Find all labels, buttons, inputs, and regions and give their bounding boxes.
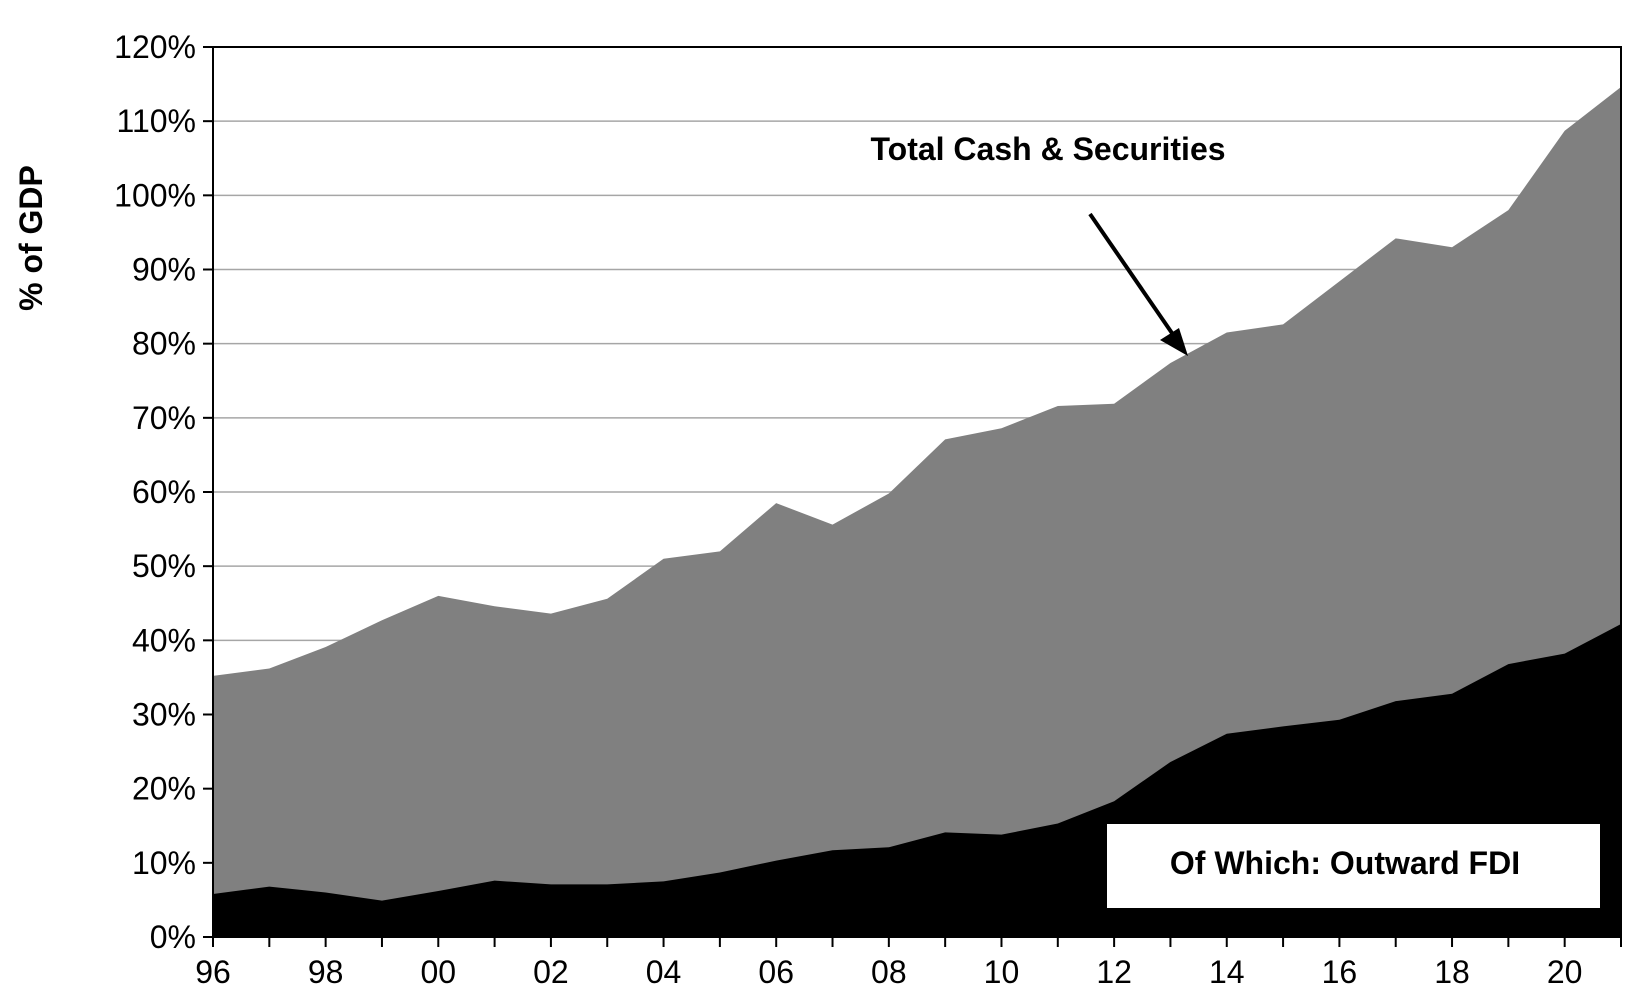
x-tick-label: 08: [871, 954, 907, 990]
y-tick-label: 50%: [132, 548, 196, 584]
x-tick-label: 20: [1547, 954, 1583, 990]
y-tick-label: 70%: [132, 400, 196, 436]
x-tick-label: 98: [308, 954, 344, 990]
y-tick-label: 30%: [132, 697, 196, 733]
y-tick-label: 0%: [150, 919, 196, 955]
annotation-arrow-shaft: [1088, 212, 1176, 338]
series-area-total-cash-securities: [213, 87, 1621, 938]
x-tick-label: 06: [758, 954, 794, 990]
y-tick-label: 10%: [132, 845, 196, 881]
annotation-arrowhead: [1160, 328, 1188, 356]
x-tick-label: 04: [646, 954, 682, 990]
fdi-annotation: Of Which: Outward FDI: [1107, 824, 1600, 908]
x-tick-label: 00: [420, 954, 456, 990]
x-tick-label: 02: [533, 954, 569, 990]
total-cash-securities-label: Total Cash & Securities: [870, 131, 1225, 167]
x-tick-label: 96: [195, 954, 231, 990]
y-tick-label: 20%: [132, 771, 196, 807]
y-tick-label: 120%: [114, 29, 196, 65]
y-tick-label: 100%: [114, 177, 196, 213]
total-annotation: Total Cash & Securities: [870, 131, 1226, 356]
y-tick-label: 40%: [132, 622, 196, 658]
axes: [203, 46, 1622, 947]
y-tick-label: 90%: [132, 252, 196, 288]
y-tick-label: 80%: [132, 326, 196, 362]
y-tick-labels: 0% 10% 20% 30% 40% 50% 60% 70% 80% 90% 100% 110% 120…: [114, 29, 196, 955]
x-tick-label: 16: [1322, 954, 1358, 990]
x-tick-label: 10: [984, 954, 1020, 990]
x-tick-label: 14: [1209, 954, 1245, 990]
series-areas: [213, 87, 1621, 938]
y-tick-label: 110%: [117, 103, 196, 139]
y-axis-title: % of GDP: [13, 165, 49, 311]
y-tick-label: 60%: [132, 474, 196, 510]
outward-fdi-label: Of Which: Outward FDI: [1170, 845, 1520, 881]
x-tick-label: 18: [1434, 954, 1470, 990]
x-tick-label: 12: [1096, 954, 1132, 990]
x-tick-labels: 96 98 00 02 04 06 08 10 12 14 16 18 20: [195, 954, 1582, 990]
fdi-label-box: [1107, 824, 1600, 908]
